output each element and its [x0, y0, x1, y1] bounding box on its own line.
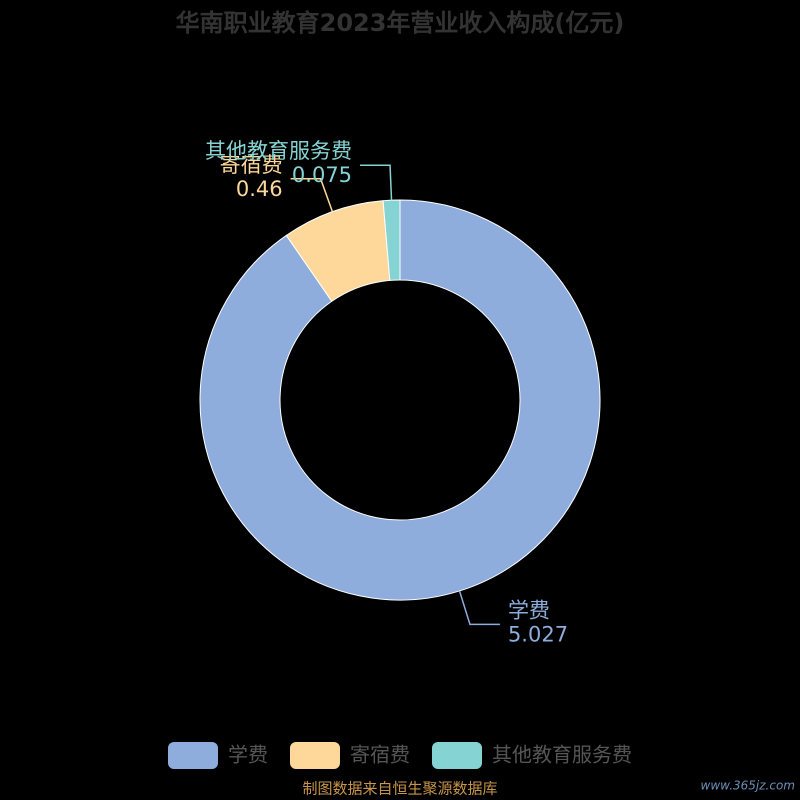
legend-swatch — [432, 742, 482, 769]
legend-label: 寄宿费 — [350, 743, 410, 767]
source-note: 制图数据来自恒生聚源数据库 — [302, 780, 497, 798]
value-label: 5.027 — [508, 622, 568, 646]
legend-label: 学费 — [228, 743, 268, 767]
value-label: 0.075 — [292, 163, 352, 187]
leader-line — [360, 164, 393, 201]
leader-line — [290, 178, 334, 213]
value-label: 0.46 — [236, 177, 283, 201]
slice-label: 其他教育服务费 — [205, 139, 352, 163]
slice-label: 学费 — [508, 598, 550, 622]
watermark: www.365jz.com — [701, 779, 795, 793]
donut-slice — [199, 199, 601, 601]
chart-title: 华南职业教育2023年营业收入构成(亿元) — [176, 9, 625, 37]
legend-swatch — [168, 742, 218, 769]
leader-line — [458, 590, 500, 626]
slice-label: 寄宿费 — [220, 153, 283, 177]
legend-swatch — [290, 742, 340, 769]
legend-label: 其他教育服务费 — [492, 743, 632, 767]
donut-slice — [382, 199, 401, 281]
